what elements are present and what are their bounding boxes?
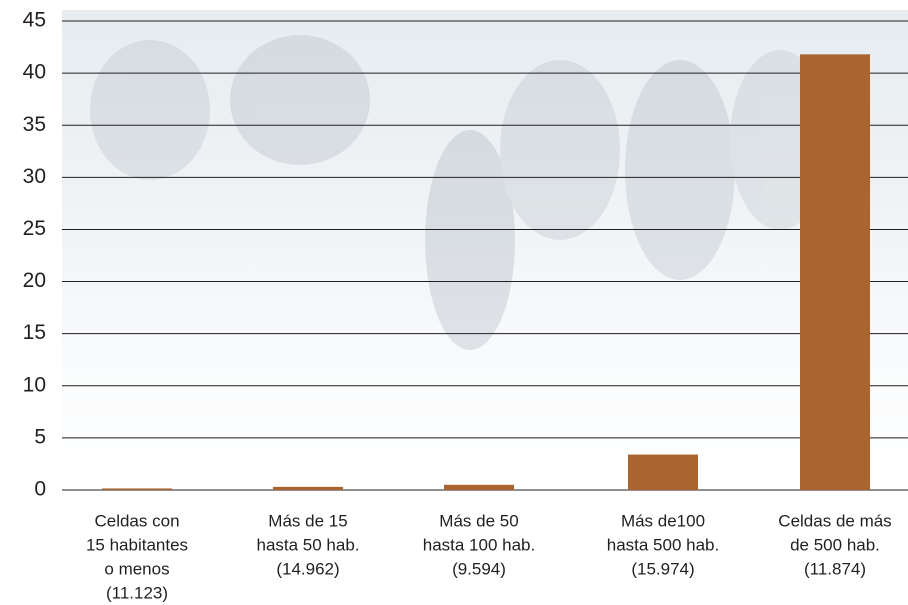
x-tick-label: Celdas con	[94, 511, 179, 530]
x-tick-label: Más de100	[621, 511, 705, 530]
x-tick-label: de 500 hab.	[790, 535, 880, 554]
x-tick-label: (11.123)	[106, 583, 168, 602]
bar	[444, 484, 514, 490]
y-tick-label: 30	[23, 165, 46, 188]
x-tick-label: Celdas de más	[778, 511, 891, 530]
y-tick-label: 10	[23, 373, 46, 396]
x-tick-label: hasta 100 hab.	[423, 535, 535, 554]
y-tick-label: 20	[23, 269, 46, 292]
x-tick-label: 15 habitantes	[86, 535, 188, 554]
y-tick-label: 45	[23, 9, 46, 32]
x-tick-label: (15.974)	[631, 559, 694, 578]
x-tick-label: (9.594)	[452, 559, 506, 578]
x-tick-label: Más de 15	[268, 511, 347, 530]
x-tick-label: (14.962)	[276, 559, 339, 578]
x-tick-label: Más de 50	[439, 511, 518, 530]
bar	[102, 488, 172, 490]
x-tick-label: o menos	[104, 559, 169, 578]
y-tick-label: 35	[23, 113, 46, 136]
y-tick-label: 5	[34, 425, 46, 448]
y-tick-label: 40	[23, 61, 46, 84]
background-photo	[62, 10, 908, 490]
y-tick-label: 15	[23, 321, 46, 344]
x-tick-label: hasta 50 hab.	[256, 535, 359, 554]
bar	[628, 454, 698, 490]
y-tick-label: 0	[34, 478, 46, 501]
bar	[800, 54, 870, 491]
x-tick-label: hasta 500 hab.	[607, 535, 719, 554]
bar	[273, 486, 343, 490]
y-tick-label: 25	[23, 217, 46, 240]
x-tick-label: (11.874)	[804, 559, 866, 578]
